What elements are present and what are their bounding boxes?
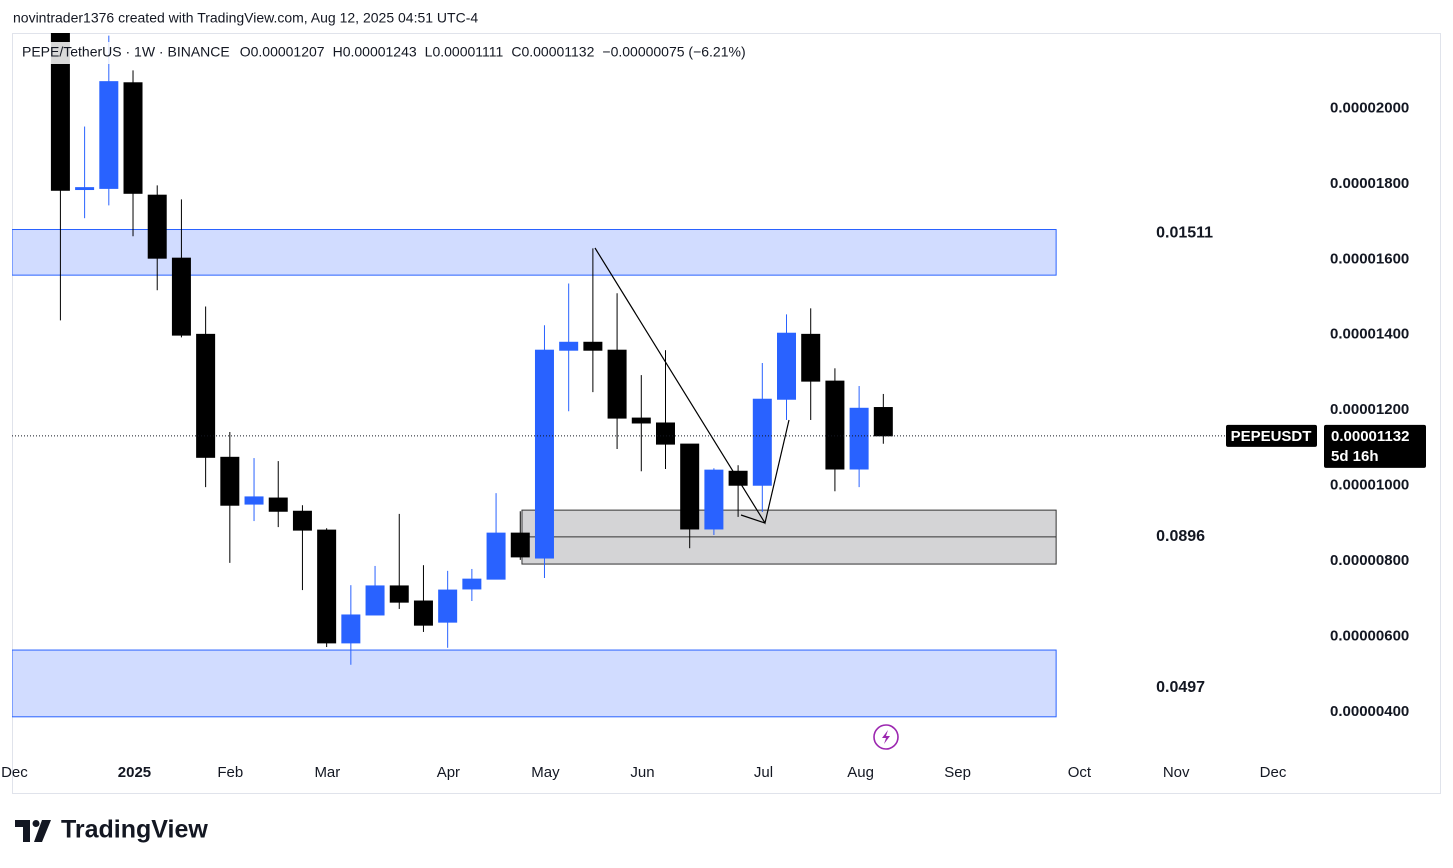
candle-body bbox=[510, 532, 530, 558]
candle-body bbox=[50, 33, 70, 191]
candle-body bbox=[123, 82, 143, 194]
legend-change: −0.00000075 (−6.21%) bbox=[602, 44, 745, 60]
candle-body bbox=[583, 341, 603, 351]
y-tick-label: 0.00001600 bbox=[1330, 250, 1409, 267]
candle-body bbox=[752, 398, 772, 486]
candle-body bbox=[534, 349, 554, 559]
candle-body bbox=[413, 600, 433, 626]
y-tick-label: 0.00000400 bbox=[1330, 703, 1409, 720]
annotation: 0.01511 bbox=[1156, 224, 1213, 241]
x-tick-label: Oct bbox=[1068, 764, 1092, 781]
legend-key: C bbox=[511, 44, 521, 60]
legend: PEPE/TetherUS · 1W · BINANCE O 0.00001207 H… bbox=[18, 42, 778, 64]
y-tick-label: 0.00001000 bbox=[1330, 477, 1409, 494]
candle-body bbox=[486, 532, 506, 580]
candle-body bbox=[849, 407, 869, 470]
candle-body bbox=[607, 349, 627, 419]
legend-value: 0.00001243 bbox=[343, 44, 417, 60]
x-tick-label: Dec bbox=[1260, 764, 1287, 781]
candle-body bbox=[75, 187, 95, 191]
y-tick-label: 0.00000800 bbox=[1330, 552, 1409, 569]
brand: TradingView bbox=[61, 816, 208, 844]
candle-body bbox=[196, 333, 216, 458]
annotation: 0.0896 bbox=[1156, 528, 1205, 545]
x-tick-label: May bbox=[531, 764, 560, 781]
candle-body bbox=[438, 589, 458, 623]
last-price-tag: 0.00001132 bbox=[1331, 428, 1409, 445]
lightning-icon bbox=[873, 724, 899, 750]
legend-value: 0.00001111 bbox=[432, 44, 503, 60]
y-tick-label: 0.00000600 bbox=[1330, 627, 1409, 644]
candle-body bbox=[171, 257, 191, 336]
x-tick-label: Sep bbox=[944, 764, 971, 781]
x-tick-label: Nov bbox=[1163, 764, 1190, 781]
legend-value: 0.00001132 bbox=[521, 44, 594, 60]
candle-body bbox=[147, 194, 167, 259]
candle-body bbox=[559, 341, 579, 351]
candle-body bbox=[680, 443, 700, 530]
x-tick-label: 2025 bbox=[118, 764, 151, 781]
x-tick-label: Feb bbox=[217, 764, 243, 781]
zones bbox=[12, 229, 1057, 718]
zone bbox=[12, 649, 1057, 718]
candle-body bbox=[825, 380, 845, 470]
candle-body bbox=[292, 510, 312, 531]
candle-body bbox=[655, 422, 675, 445]
countdown: 5d 16h bbox=[1331, 448, 1379, 465]
legend-key: H bbox=[333, 44, 343, 60]
candle-body bbox=[365, 585, 385, 616]
candle-body bbox=[631, 417, 651, 424]
candle-body bbox=[389, 585, 409, 603]
y-tick-label: 0.00001200 bbox=[1330, 401, 1409, 418]
symbol-tag-bg bbox=[1226, 424, 1317, 447]
candle-body bbox=[873, 407, 893, 437]
last-price-tag-bg bbox=[1324, 424, 1426, 468]
x-tick-label: Aug bbox=[847, 764, 874, 781]
y-tick-label: 0.00002000 bbox=[1330, 99, 1409, 116]
candle-body bbox=[220, 456, 240, 506]
legend-key: L bbox=[425, 44, 433, 60]
candle-body bbox=[462, 578, 482, 590]
trend-line bbox=[740, 514, 766, 524]
candle-body bbox=[801, 333, 821, 382]
y-tick-label: 0.00001400 bbox=[1330, 326, 1409, 343]
tradingview-logo: TradingView bbox=[15, 816, 208, 844]
attribution: novintrader1376 created with TradingView… bbox=[13, 10, 478, 26]
candle-body bbox=[341, 614, 361, 644]
candle-body bbox=[268, 497, 288, 512]
symbol-tag: PEPEUSDT bbox=[1231, 428, 1312, 445]
legend-key: O bbox=[240, 44, 251, 60]
legend-bg bbox=[18, 42, 778, 64]
candle-body bbox=[704, 469, 724, 530]
candle-body bbox=[317, 529, 337, 644]
x-tick-label: Jul bbox=[754, 764, 773, 781]
x-tick-label: Jun bbox=[630, 764, 654, 781]
annotation: 0.0497 bbox=[1156, 679, 1205, 696]
legend-value: 0.00001207 bbox=[251, 44, 325, 60]
zone bbox=[12, 229, 1057, 276]
candles bbox=[50, 33, 893, 665]
candle-body bbox=[244, 496, 264, 505]
x-tick-label: Apr bbox=[437, 764, 460, 781]
pane-border bbox=[12, 33, 1441, 794]
x-tick-label: Dec bbox=[1, 764, 28, 781]
candle-body bbox=[728, 470, 748, 486]
y-tick-label: 0.00001800 bbox=[1330, 175, 1409, 192]
legend-title: PEPE/TetherUS · 1W · BINANCE bbox=[22, 44, 230, 60]
candle-body bbox=[777, 332, 797, 400]
candle-body bbox=[99, 81, 119, 189]
x-tick-label: Mar bbox=[314, 764, 340, 781]
